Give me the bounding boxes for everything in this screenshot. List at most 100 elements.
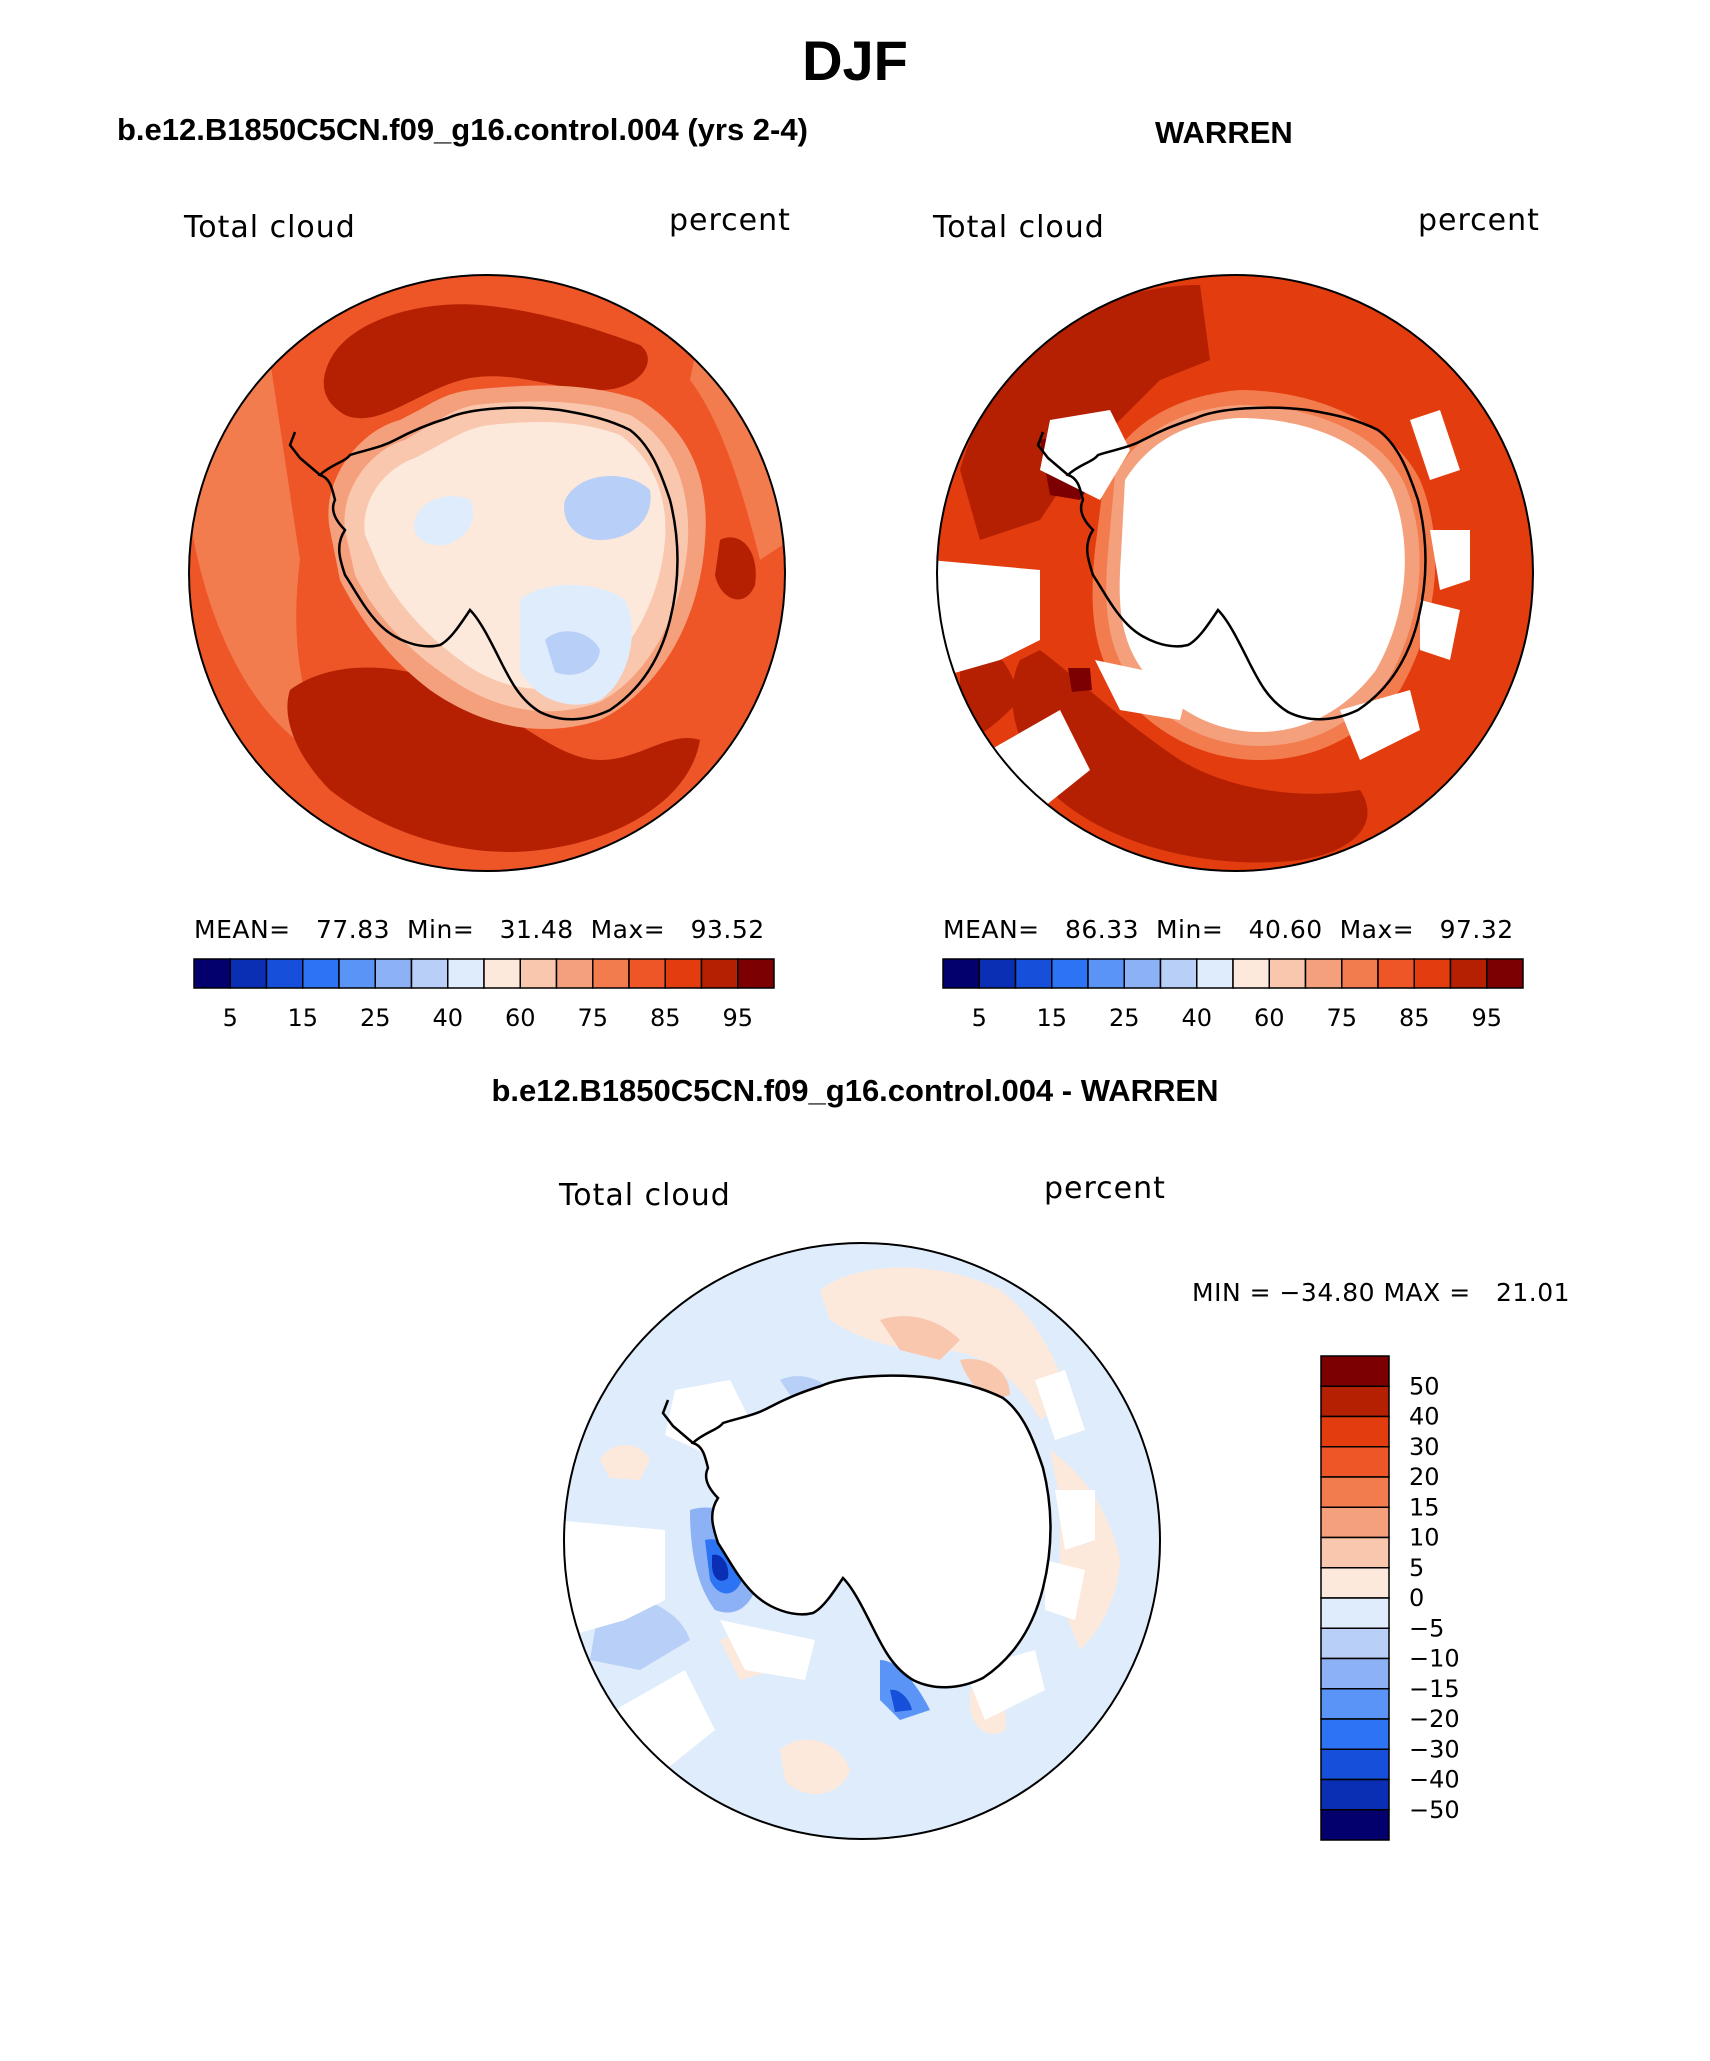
diff-colorbar-tick-label: −10 [1409, 1645, 1460, 1673]
right-panel-title: WARREN [1155, 115, 1293, 150]
difference-polar-map [564, 1243, 1160, 1839]
left-max-value: 93.52 [690, 915, 765, 944]
left-mean-value: 77.83 [315, 915, 391, 944]
right-colorbar-tick-label: 60 [1254, 1004, 1285, 1032]
right-colorbar-swatch [1413, 958, 1452, 989]
diff-colorbar-swatch [1320, 1597, 1390, 1629]
diff-colorbar-swatch [1320, 1385, 1390, 1418]
diff-colorbar-swatch [1320, 1627, 1390, 1660]
diff-colorbar-swatch [1320, 1536, 1390, 1569]
left-colorbar-tick-label: 15 [287, 1004, 318, 1032]
right-mean-label: MEAN= [943, 915, 1040, 944]
left-colorbar-tick-label: 40 [432, 1004, 463, 1032]
right-colorbar: 5 15 25 40 60 75 85 95 [942, 958, 1524, 1032]
right-colorbar-swatch [1232, 958, 1270, 989]
right-stats: MEAN= 86.33 Min= 40.60 Max= 97.32 [943, 915, 1514, 944]
diff-map-border [563, 1242, 1161, 1840]
left-colorbar-tick-label: 95 [722, 1004, 753, 1032]
right-colorbar-swatch [1268, 958, 1307, 989]
diff-colorbar-swatch [1320, 1446, 1390, 1478]
left-colorbar-swatch [410, 958, 449, 989]
diff-colorbar-swatch [1320, 1688, 1390, 1720]
diff-colorbar-tick-label: −20 [1409, 1705, 1460, 1733]
diff-colorbar-swatch [1320, 1355, 1390, 1387]
diff-units-label: percent [1044, 1171, 1166, 1206]
right-colorbar-swatch [1051, 958, 1089, 989]
right-colorbar-swatch [1014, 958, 1053, 989]
right-colorbar-tick-label: 15 [1036, 1004, 1067, 1032]
left-colorbar: 5 15 25 40 60 75 85 95 [193, 958, 775, 1032]
diff-colorbar-swatch [1320, 1778, 1390, 1811]
left-colorbar-swatch [302, 958, 340, 989]
right-max-value: 97.32 [1439, 915, 1514, 944]
left-stats: MEAN= 77.83 Min= 31.48 Max= 93.52 [194, 915, 765, 944]
right-colorbar-swatch [1341, 958, 1379, 989]
left-variable-label: Total cloud [184, 210, 356, 245]
left-polar-map [189, 275, 785, 871]
left-colorbar-swatch [737, 958, 775, 989]
diff-colorbar-swatch [1320, 1415, 1390, 1448]
left-min-label: Min= [406, 915, 475, 944]
right-colorbar-swatch [1449, 958, 1488, 989]
diff-colorbar-swatch [1320, 1748, 1390, 1781]
diff-colorbar-swatch [1320, 1506, 1390, 1539]
left-max-label: Max= [590, 915, 666, 944]
diff-colorbar-tick-label: −30 [1409, 1735, 1460, 1763]
left-units-label: percent [669, 203, 791, 238]
right-mean-value: 86.33 [1064, 915, 1140, 944]
difference-panel-title: b.e12.B1850C5CN.f09_g16.control.004 - WA… [491, 1073, 1219, 1108]
right-colorbar-tick-label: 95 [1471, 1004, 1502, 1032]
diff-colorbar-tick-label: −15 [1409, 1675, 1460, 1703]
left-colorbar-swatch [374, 958, 413, 989]
left-colorbar-swatch [592, 958, 630, 989]
right-min-label: Min= [1155, 915, 1224, 944]
diff-colorbar-swatch [1320, 1567, 1390, 1599]
left-min-value: 31.48 [499, 915, 574, 944]
right-colorbar-swatch [978, 958, 1017, 989]
left-map-border [188, 274, 786, 872]
figure-title: DJF [802, 29, 908, 92]
left-panel-title: b.e12.B1850C5CN.f09_g16.control.004 (yrs… [117, 112, 808, 147]
left-colorbar-swatch [555, 958, 594, 989]
diff-colorbar-swatch [1320, 1718, 1390, 1750]
right-max-label: Max= [1339, 915, 1415, 944]
right-colorbar-swatch [942, 958, 980, 989]
left-colorbar-swatch [229, 958, 268, 989]
left-colorbar-swatch [193, 958, 231, 989]
right-colorbar-tick-label: 85 [1399, 1004, 1430, 1032]
diff-colorbar-swatch [1320, 1476, 1390, 1508]
right-colorbar-swatch [1159, 958, 1198, 989]
diff-colorbar-tick-label: −40 [1409, 1766, 1460, 1794]
right-colorbar-swatch [1196, 958, 1234, 989]
left-colorbar-swatch [265, 958, 304, 989]
diff-minmax: MIN = −34.80 MAX = 21.01 [1192, 1278, 1571, 1307]
left-colorbar-tick-label: 5 [223, 1004, 238, 1032]
right-map-border [936, 274, 1534, 872]
left-colorbar-swatch [519, 958, 558, 989]
left-colorbar-tick-label: 60 [505, 1004, 536, 1032]
left-colorbar-tick-label: 25 [360, 1004, 391, 1032]
diff-colorbar-tick-label: 20 [1409, 1463, 1440, 1491]
diff-colorbar-swatch [1320, 1809, 1390, 1841]
diff-colorbar-tick-label: 30 [1409, 1433, 1440, 1461]
diff-colorbar-swatch [1320, 1657, 1390, 1690]
right-polar-map [937, 275, 1533, 871]
right-colorbar-swatch [1087, 958, 1125, 989]
diff-variable-label: Total cloud [559, 1178, 731, 1213]
diff-colorbar-tick-label: 10 [1409, 1524, 1440, 1552]
right-colorbar-tick-label: 75 [1326, 1004, 1357, 1032]
diff-colorbar-tick-label: 0 [1409, 1584, 1424, 1612]
left-colorbar-tick-label: 75 [577, 1004, 608, 1032]
left-colorbar-swatch [338, 958, 376, 989]
diff-colorbar-tick-label: −5 [1409, 1614, 1444, 1642]
right-min-value: 40.60 [1248, 915, 1323, 944]
right-colorbar-tick-label: 5 [972, 1004, 987, 1032]
left-colorbar-swatch [483, 958, 521, 989]
right-colorbar-swatch [1377, 958, 1415, 989]
right-units-label: percent [1418, 203, 1540, 238]
right-colorbar-swatch [1304, 958, 1343, 989]
right-colorbar-swatch [1486, 958, 1524, 989]
left-colorbar-swatch [664, 958, 703, 989]
